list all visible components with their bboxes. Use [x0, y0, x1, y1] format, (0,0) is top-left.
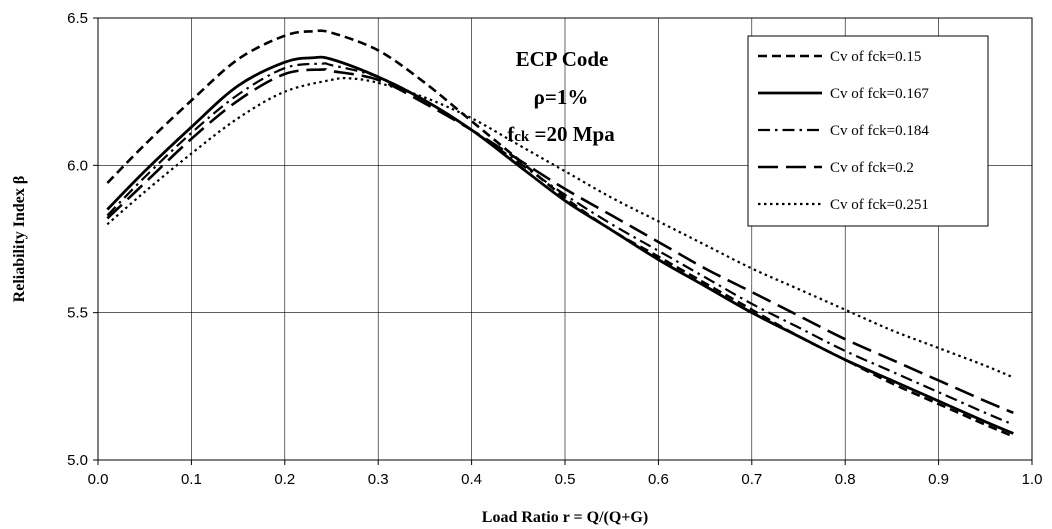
legend-label-5: Cv of fck=0.251 — [830, 197, 929, 213]
legend-label-3: Cv of fck=0.184 — [830, 123, 929, 139]
y-axis-ticks: 5.0 5.5 6.0 6.5 — [67, 10, 98, 469]
x-tick-label: 0.9 — [928, 471, 949, 488]
y-tick-label: 6.0 — [67, 157, 88, 174]
series-lines — [106, 29, 1014, 438]
legend-label-4: Cv of fck=0.2 — [830, 160, 914, 176]
y-tick-label: 5.5 — [67, 305, 88, 322]
annotation-rho: ρ=1% — [534, 85, 589, 109]
x-tick-label: 0.1 — [181, 471, 202, 488]
annotation-fck-sub: ck — [514, 129, 530, 145]
y-tick-label: 6.5 — [67, 10, 88, 27]
legend: Cv of fck=0.15 Cv of fck=0.167 Cv of fck=0… — [747, 35, 989, 227]
series-line-2 — [106, 55, 1014, 435]
x-tick-label: 0.6 — [648, 471, 669, 488]
x-axis-ticks: 0.0 0.1 0.2 0.3 0.4 0.5 0.6 0.7 0.8 0.9 1.0 — [88, 460, 1043, 488]
y-axis-label: Reliability Index β — [11, 176, 28, 303]
annotation-fck-rest: =20 Mpa — [529, 122, 615, 146]
annotation-fck-main: f — [507, 122, 515, 146]
x-tick-label: 0.8 — [835, 471, 856, 488]
x-tick-label: 0.0 — [88, 471, 109, 488]
annotation-code: ECP Code — [516, 47, 609, 71]
series-line-5 — [106, 76, 1014, 379]
annotation-block: ECP Code ρ=1% fck =20 Mpa — [507, 47, 615, 146]
x-tick-label: 0.3 — [368, 471, 389, 488]
series-line-4 — [106, 68, 1014, 415]
legend-label-2: Cv of fck=0.167 — [830, 86, 929, 102]
y-tick-label: 5.0 — [67, 452, 88, 469]
annotation-fck: fck =20 Mpa — [507, 122, 615, 146]
x-tick-label: 1.0 — [1022, 471, 1043, 488]
x-tick-label: 0.5 — [555, 471, 576, 488]
x-tick-label: 0.2 — [274, 471, 295, 488]
x-tick-label: 0.7 — [741, 471, 762, 488]
series-line-3 — [106, 62, 1014, 426]
legend-items: Cv of fck=0.15 Cv of fck=0.167 Cv of fck=0… — [758, 49, 929, 213]
x-axis-label: Load Ratio r = Q/(Q+G) — [482, 509, 648, 526]
legend-label-1: Cv of fck=0.15 — [830, 49, 921, 65]
x-tick-label: 0.4 — [461, 471, 482, 488]
